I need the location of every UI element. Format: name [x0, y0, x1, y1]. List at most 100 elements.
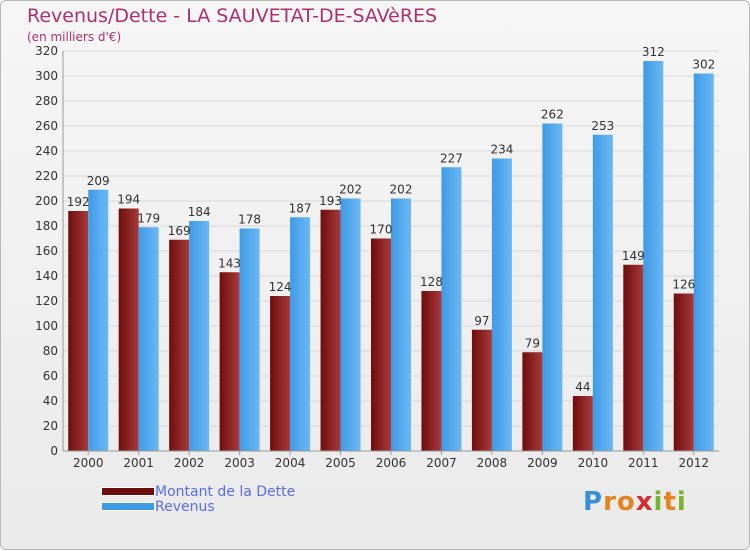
bar-revenue-2002 [189, 221, 210, 451]
logo-letter: i [653, 487, 664, 517]
legend-label-revenue: Revenus [155, 499, 215, 515]
y-tick-label: 160 [35, 244, 58, 258]
x-tick-label-2009: 2009 [527, 456, 558, 470]
logo-letter: r [603, 487, 617, 517]
bar-revenue-2003 [239, 228, 260, 451]
bar-revenue-2008 [491, 158, 512, 451]
data-label-revenue-2005: 202 [339, 183, 362, 197]
y-tick-label: 300 [35, 69, 58, 83]
x-tick-label-2001: 2001 [123, 456, 154, 470]
data-label-debt-2010: 44 [575, 380, 590, 394]
bar-revenue-2001 [138, 227, 159, 451]
y-tick-label: 60 [43, 369, 58, 383]
bar-revenue-2007 [441, 167, 462, 451]
bar-debt-2002 [169, 239, 190, 451]
bar-revenue-2012 [693, 73, 714, 451]
x-tick-label-2008: 2008 [477, 456, 508, 470]
data-label-revenue-2012: 302 [692, 58, 715, 72]
y-tick-label: 280 [35, 94, 58, 108]
y-tick-label: 140 [35, 269, 58, 283]
data-label-debt-2003: 143 [218, 256, 241, 270]
data-label-debt-2009: 79 [525, 336, 540, 350]
chart-subtitle: (en milliers d'€) [27, 30, 122, 44]
data-label-debt-2002: 169 [168, 224, 191, 238]
bar-debt-2000 [68, 211, 89, 451]
proxiti-logo[interactable]: Proxiti [583, 487, 687, 517]
data-label-debt-2000: 192 [67, 195, 90, 209]
x-tick-label-2000: 2000 [73, 456, 104, 470]
logo-letter: o [616, 487, 636, 517]
data-label-revenue-2001: 179 [137, 211, 160, 225]
data-label-revenue-2011: 312 [642, 45, 665, 59]
data-label-debt-2007: 128 [420, 275, 443, 289]
x-tick-label-2007: 2007 [426, 456, 457, 470]
axes: 0 20 40 60 80 100 120 140 160 180 200 220 240 260 280 3… [35, 44, 719, 470]
x-tick-label-2003: 2003 [224, 456, 255, 470]
x-tick-label-2004: 2004 [275, 456, 306, 470]
bar-debt-2012 [673, 293, 694, 451]
y-tick-label: 20 [43, 419, 58, 433]
y-tick-label: 200 [35, 194, 58, 208]
bar-debt-2006 [371, 238, 391, 451]
logo-letter: i [676, 487, 687, 517]
bar-debt-2007 [421, 291, 442, 451]
y-tick-label: 320 [35, 44, 58, 58]
data-label-revenue-2010: 253 [591, 119, 614, 133]
bars [68, 61, 714, 451]
bar-revenue-2000 [88, 189, 109, 451]
bar-debt-2010 [572, 396, 593, 451]
y-tick-label: 80 [43, 344, 58, 358]
data-label-debt-2011: 149 [622, 249, 645, 263]
bar-revenue-2004 [290, 217, 311, 451]
data-label-revenue-2009: 262 [541, 108, 564, 122]
bar-debt-2009 [522, 352, 543, 451]
y-tick-label: 220 [35, 169, 58, 183]
logo-letter: P [583, 487, 604, 517]
data-labels: 1922091941791691841431781241871932021702… [67, 45, 715, 394]
bar-revenue-2005 [340, 198, 361, 451]
legend-swatch-revenue [101, 502, 155, 511]
data-label-revenue-2006: 202 [390, 183, 413, 197]
y-tick-label: 260 [35, 119, 58, 133]
bar-revenue-2009 [542, 123, 563, 451]
y-tick-label: 0 [50, 444, 58, 458]
data-label-debt-2012: 126 [672, 278, 695, 292]
x-tick-label-2006: 2006 [376, 456, 407, 470]
data-label-revenue-2000: 209 [87, 174, 110, 188]
data-label-revenue-2004: 187 [289, 201, 312, 215]
bar-revenue-2006 [391, 198, 411, 451]
chart-title: Revenus/Dette - LA SAUVETAT-DE-SAVèRES [27, 5, 438, 27]
data-label-debt-2004: 124 [269, 280, 292, 294]
y-tick-label: 40 [43, 394, 58, 408]
logo-letter: t [663, 487, 677, 517]
bar-debt-2011 [623, 264, 644, 451]
x-tick-label-2012: 2012 [678, 456, 709, 470]
bar-debt-2003 [219, 272, 240, 451]
x-tick-label-2011: 2011 [628, 456, 659, 470]
bar-debt-2005 [320, 209, 341, 451]
y-tick-label: 100 [35, 319, 58, 333]
y-tick-label: 180 [35, 219, 58, 233]
legend-swatch-debt [101, 487, 155, 496]
data-label-debt-2006: 170 [370, 223, 393, 237]
bar-debt-2004 [270, 296, 291, 451]
data-label-debt-2005: 193 [319, 194, 342, 208]
data-label-revenue-2008: 234 [490, 143, 513, 157]
x-tick-label-2010: 2010 [578, 456, 609, 470]
data-label-debt-2008: 97 [474, 314, 489, 328]
y-tick-label: 240 [35, 144, 58, 158]
bar-revenue-2010 [592, 134, 613, 451]
bar-revenue-2011 [643, 61, 664, 451]
data-label-revenue-2003: 178 [238, 213, 261, 227]
data-label-revenue-2002: 184 [188, 205, 211, 219]
data-label-revenue-2007: 227 [440, 151, 463, 165]
bar-debt-2001 [118, 208, 139, 451]
data-label-debt-2001: 194 [117, 193, 140, 207]
x-tick-label-2005: 2005 [325, 456, 356, 470]
logo-letter: x [635, 487, 654, 517]
y-tick-label: 120 [35, 294, 58, 308]
x-tick-label-2002: 2002 [174, 456, 205, 470]
bar-debt-2008 [471, 329, 492, 451]
